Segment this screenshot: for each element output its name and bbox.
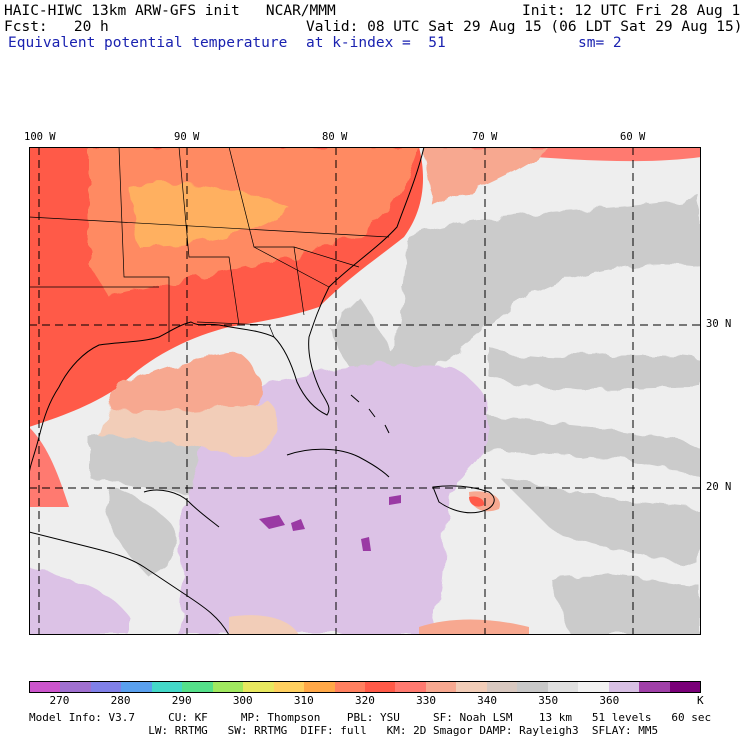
- model-info-line1: Model Info: V3.7 CU: KF MP: Thompson PBL…: [29, 711, 712, 724]
- colorbar-tick-label: 280: [110, 694, 131, 707]
- lon-label-80w: 80 W: [322, 131, 348, 143]
- level-index: at k-index = 51: [306, 35, 446, 51]
- colorbar-swatch: [639, 682, 670, 692]
- lat-label-20n: 20 N: [706, 481, 732, 493]
- lon-label-100w: 100 W: [24, 131, 56, 143]
- forecast-hour: Fcst: 20 h: [4, 19, 109, 35]
- valid-time: Valid: 08 UTC Sat 29 Aug 15 (06 LDT Sat …: [306, 19, 740, 35]
- colorbar-tick-label: 330: [416, 694, 436, 707]
- model-title: HAIC-HIWC 13km ARW-GFS init NCAR/MMM: [4, 3, 336, 19]
- init-time: Init: 12 UTC Fri 28 Aug 15: [522, 3, 740, 19]
- graticule: [29, 147, 701, 635]
- lon-label-70w: 70 W: [472, 131, 498, 143]
- colorbar: [29, 681, 701, 693]
- lon-label-60w: 60 W: [620, 131, 646, 143]
- colorbar-swatch: [212, 682, 244, 692]
- colorbar-swatch: [395, 682, 426, 692]
- map-frame: [29, 147, 701, 635]
- colorbar-swatch: [121, 682, 152, 692]
- colorbar-tick-label: 290: [171, 694, 192, 707]
- field-name: Equivalent potential temperature: [8, 35, 288, 51]
- colorbar-swatch: [243, 682, 274, 692]
- theta-e-map: [29, 147, 701, 635]
- colorbar-tick-label: 360: [599, 694, 620, 707]
- colorbar-tick-label: 270: [49, 694, 70, 707]
- colorbar-swatch: [364, 682, 396, 692]
- colorbar-swatch: [30, 682, 61, 692]
- colorbar-swatch: [304, 682, 335, 692]
- colorbar-tick-label: 300: [232, 694, 253, 707]
- colorbar-tick-label: 350: [538, 694, 559, 707]
- colorbar-swatch: [517, 682, 548, 692]
- state-borders: [29, 147, 390, 342]
- colorbar-swatch: [425, 682, 457, 692]
- high-theta-e-land: [29, 147, 701, 635]
- colorbar-swatch: [273, 682, 305, 692]
- colorbar-swatch: [578, 682, 609, 692]
- model-info-line2: LW: RRTMG SW: RRTMG DIFF: full KM: 2D Sm…: [29, 724, 659, 737]
- colorbar-swatch: [456, 682, 487, 692]
- colorbar-swatch: [182, 682, 213, 692]
- colorbar-swatch: [60, 682, 91, 692]
- colorbar-swatch: [151, 682, 183, 692]
- colorbar-swatch: [90, 682, 122, 692]
- smoothing: sm= 2: [578, 35, 622, 51]
- colorbar-swatch: [486, 682, 518, 692]
- colorbar-swatch: [608, 682, 640, 692]
- lat-label-30n: 30 N: [706, 318, 732, 330]
- lon-label-90w: 90 W: [174, 131, 200, 143]
- colorbar-swatch: [547, 682, 579, 692]
- colorbar-tick-label: 320: [355, 694, 375, 707]
- colorbar-swatch: [334, 682, 365, 692]
- colorbar-swatch: [669, 682, 700, 692]
- colorbar-tick-label: 310: [293, 694, 314, 707]
- colorbar-tick-label: 340: [477, 694, 498, 707]
- colorbar-unit: K: [697, 694, 704, 707]
- min-theta-e-spots: [259, 495, 401, 551]
